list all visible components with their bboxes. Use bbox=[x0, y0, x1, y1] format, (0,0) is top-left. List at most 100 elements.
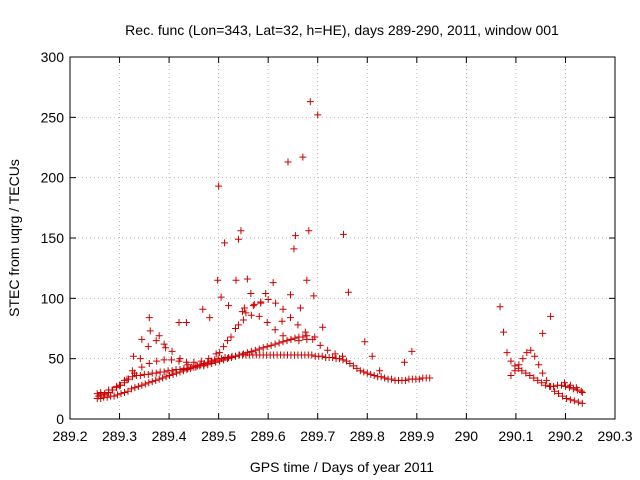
data-point-marker bbox=[269, 279, 277, 287]
data-point-marker bbox=[310, 292, 318, 300]
data-point-marker bbox=[401, 376, 409, 384]
x-tick-label: 289.2 bbox=[52, 428, 87, 444]
data-point-marker bbox=[531, 352, 539, 360]
data-point-marker bbox=[234, 235, 242, 243]
data-point-marker bbox=[200, 362, 208, 370]
data-point-marker bbox=[578, 399, 586, 407]
data-point-marker bbox=[128, 373, 136, 381]
y-axis-label: STEC from uqrg / TECUs bbox=[6, 159, 22, 317]
data-point-marker bbox=[360, 368, 368, 376]
data-point-marker bbox=[259, 344, 267, 352]
data-point-marker bbox=[249, 302, 257, 310]
data-point-marker bbox=[376, 367, 384, 375]
data-point-marker bbox=[152, 369, 160, 377]
data-point-marker bbox=[113, 382, 121, 390]
data-point-marker bbox=[286, 314, 294, 322]
data-point-marker bbox=[168, 356, 176, 364]
data-point-marker bbox=[146, 327, 154, 335]
data-point-marker bbox=[339, 352, 346, 360]
data-point-marker bbox=[311, 333, 319, 341]
data-point-marker bbox=[356, 367, 364, 375]
data-point-marker bbox=[560, 379, 568, 387]
y-tick-label: 300 bbox=[41, 49, 65, 65]
data-point-marker bbox=[243, 275, 251, 283]
data-point-marker bbox=[527, 346, 535, 354]
data-point-marker bbox=[95, 392, 103, 400]
data-point-marker bbox=[279, 332, 287, 340]
data-point-marker bbox=[216, 349, 224, 357]
data-point-marker bbox=[507, 372, 515, 380]
y-tick-labels: 0 50 100 150 200 250 300 bbox=[41, 49, 65, 427]
data-point-marker bbox=[363, 369, 371, 377]
data-point-marker bbox=[121, 376, 128, 384]
y-tick-label: 200 bbox=[41, 170, 65, 186]
data-point-marker bbox=[224, 355, 232, 363]
data-point-marker bbox=[290, 245, 298, 253]
chart-title: Rec. func (Lon=343, Lat=32, h=HE), days … bbox=[125, 22, 559, 38]
data-point-marker bbox=[388, 375, 396, 383]
data-point-marker bbox=[381, 374, 389, 382]
data-point-marker bbox=[247, 347, 255, 355]
data-point-marker bbox=[110, 392, 118, 400]
data-point-marker bbox=[160, 368, 168, 376]
data-point-marker bbox=[136, 355, 144, 363]
x-tick-label: 289.9 bbox=[399, 428, 434, 444]
data-point-marker bbox=[169, 370, 177, 378]
data-point-marker bbox=[547, 382, 555, 390]
data-point-marker bbox=[228, 353, 236, 361]
y-tick-label: 0 bbox=[56, 411, 64, 427]
data-point-marker bbox=[286, 291, 294, 299]
data-point-marker bbox=[305, 227, 313, 235]
data-point-marker bbox=[131, 384, 139, 392]
data-point-marker bbox=[176, 366, 184, 374]
data-point-marker bbox=[127, 385, 135, 393]
data-point-marker bbox=[566, 396, 574, 404]
data-point-marker bbox=[128, 367, 136, 375]
data-point-marker bbox=[168, 367, 176, 375]
data-point-marker bbox=[377, 373, 385, 381]
data-point-marker bbox=[182, 318, 190, 326]
data-point-marker bbox=[247, 311, 255, 319]
data-point-marker bbox=[539, 329, 547, 337]
data-point-marker bbox=[232, 276, 240, 284]
data-point-marker bbox=[155, 375, 163, 383]
data-point-marker bbox=[367, 370, 375, 378]
data-point-marker bbox=[279, 305, 287, 313]
data-point-marker bbox=[415, 375, 423, 383]
data-point-marker bbox=[206, 314, 214, 322]
data-point-marker bbox=[534, 376, 542, 384]
y-tick-label: 50 bbox=[48, 351, 64, 367]
data-point-marker bbox=[515, 361, 523, 369]
data-point-marker bbox=[208, 357, 216, 365]
data-point-marker bbox=[522, 369, 530, 377]
data-point-marker bbox=[503, 349, 511, 357]
data-point-marker bbox=[257, 299, 265, 307]
data-point-marker bbox=[144, 370, 152, 378]
data-point-marker bbox=[267, 341, 275, 349]
data-point-marker bbox=[239, 316, 247, 324]
data-point-marker bbox=[331, 350, 339, 358]
data-point-marker bbox=[176, 355, 184, 363]
data-point-marker bbox=[574, 398, 582, 406]
data-point-marker bbox=[296, 304, 304, 312]
data-point-marker bbox=[141, 380, 149, 388]
data-point-marker bbox=[192, 363, 200, 371]
data-point-marker bbox=[215, 182, 223, 190]
data-point-marker bbox=[294, 321, 302, 329]
data-point-marker bbox=[539, 369, 547, 377]
x-tick-label: 289.3 bbox=[102, 428, 137, 444]
data-point-marker bbox=[138, 335, 146, 343]
data-point-marker bbox=[408, 347, 416, 355]
axis-ticks bbox=[69, 56, 616, 420]
data-point-marker bbox=[242, 309, 250, 317]
data-point-marker bbox=[308, 351, 316, 359]
data-point-marker bbox=[426, 374, 434, 382]
data-point-marker bbox=[155, 332, 163, 340]
data-point-marker bbox=[547, 312, 555, 320]
x-tick-label: 289.5 bbox=[201, 428, 236, 444]
data-point-marker bbox=[129, 352, 137, 360]
data-point-marker bbox=[271, 340, 279, 348]
data-point-marker bbox=[114, 391, 122, 399]
data-point-marker bbox=[136, 372, 144, 380]
data-point-marker bbox=[555, 390, 563, 398]
